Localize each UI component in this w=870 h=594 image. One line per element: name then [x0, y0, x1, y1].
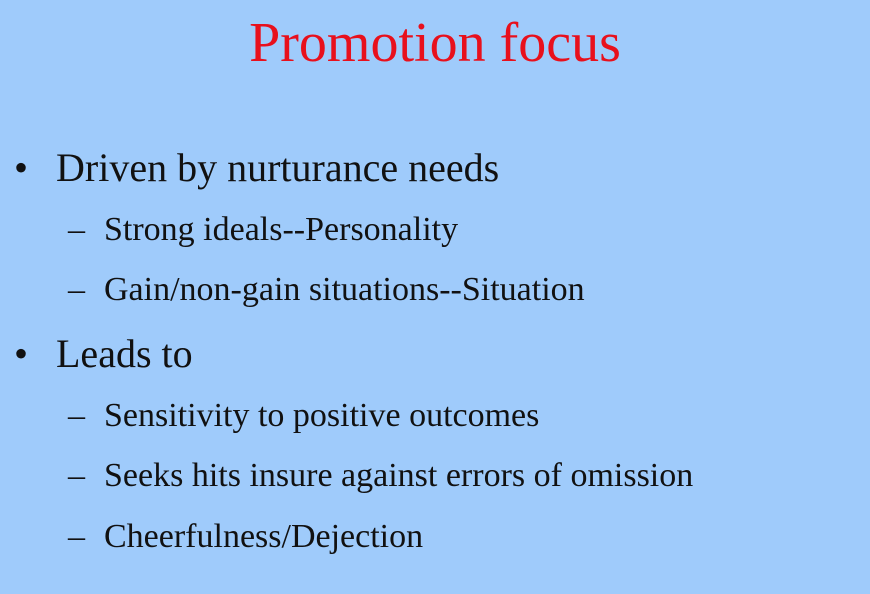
sub-bullet-text: Sensitivity to positive outcomes	[104, 397, 540, 434]
sub-bullet-item: – Seeks hits insure against errors of om…	[0, 454, 870, 498]
sub-bullet-marker: –	[68, 397, 85, 434]
bullet-marker: •	[14, 145, 29, 190]
bullet-item: • Driven by nurturance needs	[0, 143, 870, 193]
sub-bullet-marker: –	[68, 457, 85, 494]
sub-bullet-item: – Strong ideals--Personality	[0, 208, 870, 252]
bullet-text: Leads to	[56, 331, 193, 376]
sub-bullet-text: Gain/non-gain situations--Situation	[104, 271, 585, 308]
bullet-text: Driven by nurturance needs	[56, 145, 500, 190]
sub-bullet-item: – Sensitivity to positive outcomes	[0, 394, 870, 438]
bullet-item: • Leads to	[0, 329, 870, 379]
sub-bullet-marker: –	[68, 271, 85, 308]
sub-bullet-marker: –	[68, 211, 85, 248]
sub-bullet-marker: –	[68, 518, 85, 555]
sub-bullet-item: – Cheerfulness/Dejection	[0, 515, 870, 559]
sub-bullet-text: Strong ideals--Personality	[104, 211, 459, 248]
sub-bullet-item: – Gain/non-gain situations--Situation	[0, 268, 870, 312]
sub-bullet-text: Cheerfulness/Dejection	[104, 518, 424, 555]
bullet-marker: •	[14, 331, 29, 376]
sub-bullet-text: Seeks hits insure against errors of omis…	[104, 457, 694, 494]
slide-title: Promotion focus	[249, 12, 621, 74]
